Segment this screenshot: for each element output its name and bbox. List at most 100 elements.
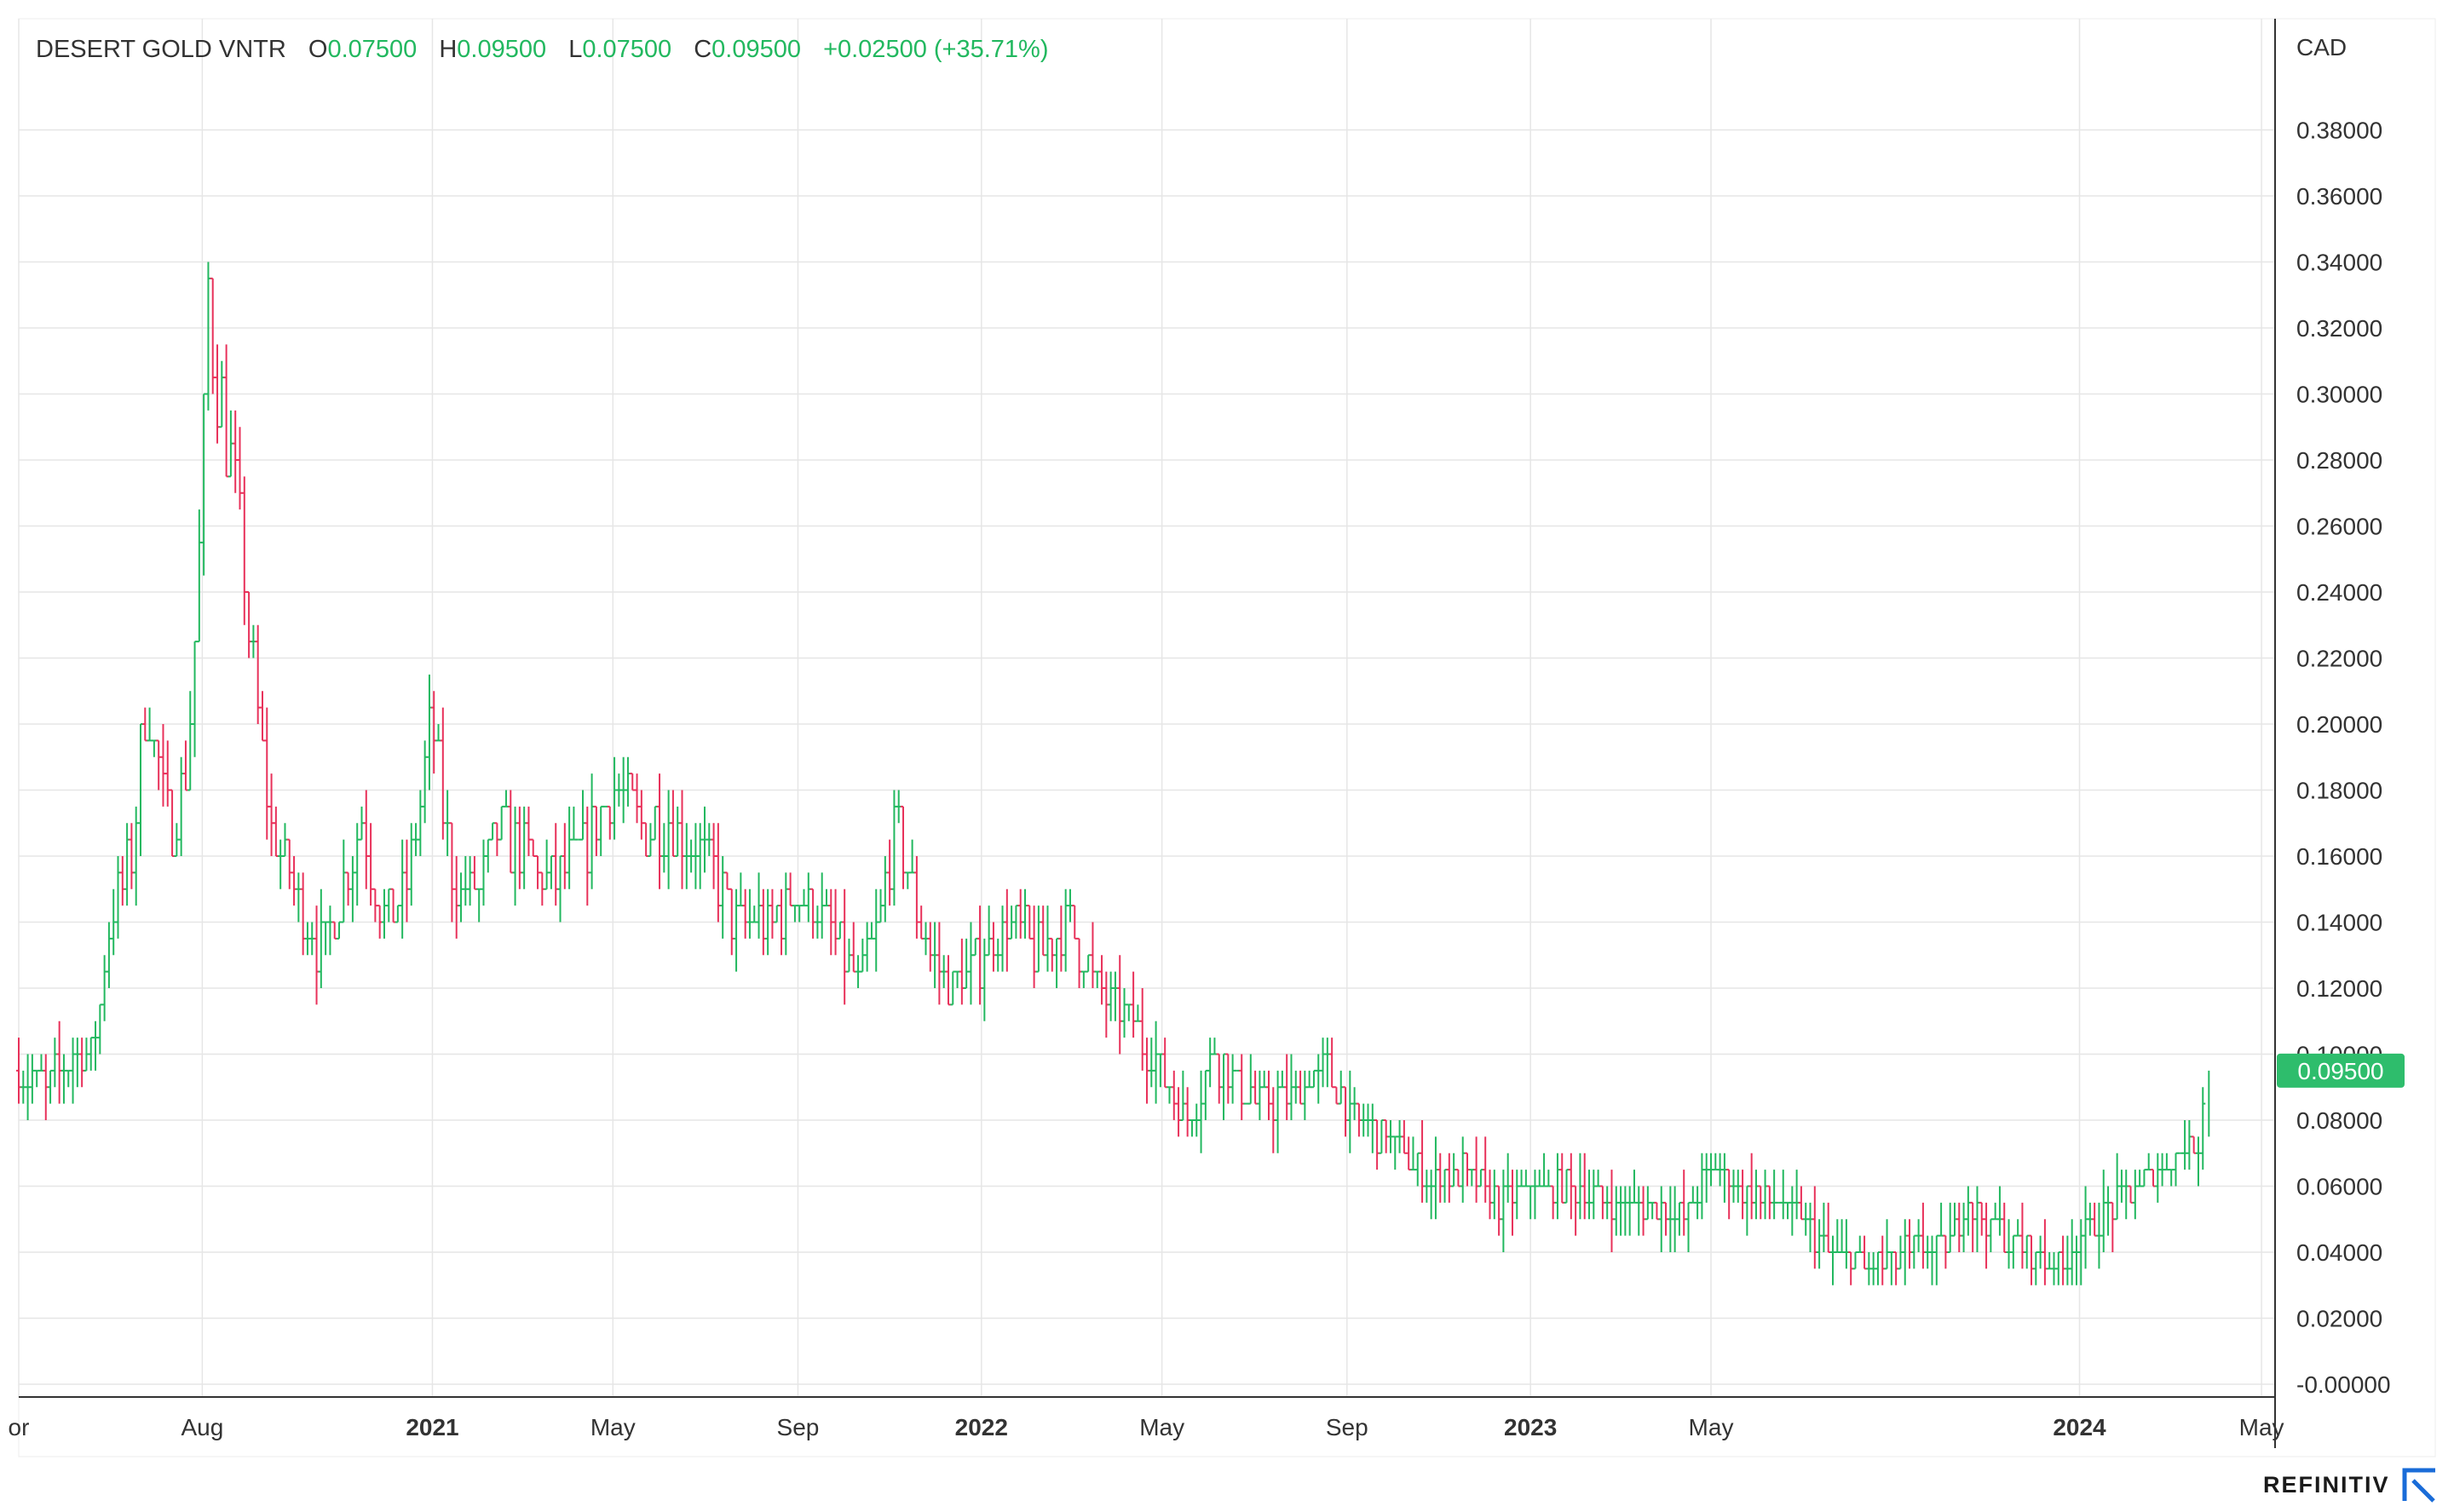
ohlc-bar <box>418 790 423 856</box>
ohlc-bar <box>1320 1038 1326 1088</box>
ohlc-bar <box>2055 1251 2061 1285</box>
ohlc-bar <box>670 790 676 857</box>
ohlc-bar <box>1103 971 1109 1038</box>
ohlc-bar <box>1361 1103 1367 1137</box>
ohlc-bar <box>400 839 406 939</box>
ohlc-bar <box>724 871 730 890</box>
ohlc-bar <box>837 921 843 940</box>
ohlc-bar <box>16 1038 21 1104</box>
ohlc-bar <box>1135 1004 1141 1022</box>
ohlc-bar <box>1789 1186 1795 1236</box>
ohlc-bar <box>1509 1170 1515 1236</box>
ohlc-bar <box>1550 1185 1556 1220</box>
symbol-name: DESERT GOLD VNTR <box>36 36 286 63</box>
ohlc-bar <box>1316 1054 1322 1104</box>
ohlc-bar <box>1622 1186 1628 1236</box>
ohlc-bar <box>395 905 400 923</box>
ohlc-bar <box>652 805 658 841</box>
y-tick-label: 0.16000 <box>2296 843 2382 870</box>
ohlc-bar <box>657 773 663 889</box>
ohlc-bar <box>124 823 130 906</box>
ohlc-bar <box>2141 1169 2147 1187</box>
ohlc-bar <box>363 790 369 889</box>
ohlc-bar <box>251 624 256 658</box>
ohlc-bar <box>1496 1185 1502 1236</box>
currency-label: CAD <box>2296 34 2347 60</box>
low-value: 0.07500 <box>582 36 672 63</box>
ohlc-bar <box>548 855 554 889</box>
ohlc-bar <box>1829 1235 1835 1285</box>
change-value: +0.02500 (+35.71%) <box>823 36 1049 63</box>
ohlc-bar <box>1996 1186 2002 1236</box>
ohlc-bar <box>1599 1185 1605 1220</box>
ohlc-bar <box>210 277 216 394</box>
ohlc-bar <box>1265 1070 1271 1120</box>
ohlc-bar <box>1907 1219 1913 1269</box>
ohlc-bar <box>1663 1201 1669 1236</box>
ohlc-bar <box>598 805 604 856</box>
ohlc-bar <box>923 922 929 956</box>
ohlc-bar <box>237 427 243 510</box>
ohlc-bar <box>445 790 451 856</box>
ohlc-bar <box>864 922 870 972</box>
ohlc-bar <box>1040 905 1046 957</box>
ohlc-bar <box>1636 1186 1642 1236</box>
ohlc-bar <box>2173 1152 2179 1187</box>
y-tick-label: 0.20000 <box>2296 711 2382 738</box>
ohlc-bar <box>1167 1086 1172 1104</box>
ohlc-bar <box>1108 971 1114 1021</box>
axes <box>19 19 2276 1448</box>
ohlc-bar <box>318 888 324 988</box>
ohlc-bar <box>1884 1219 1890 1270</box>
ohlc-bar <box>115 856 121 939</box>
ohlc-bar <box>2033 1251 2039 1285</box>
ohlc-bar <box>264 707 270 840</box>
ohlc-bar <box>282 823 288 857</box>
ohlc-bar <box>1239 1054 1245 1120</box>
x-tick-label: May <box>1689 1414 1734 1440</box>
y-tick-label: 0.12000 <box>2296 975 2382 1002</box>
ohlc-bar <box>1455 1169 1461 1187</box>
y-tick-label: 0.36000 <box>2296 183 2382 210</box>
high-value: 0.09500 <box>457 36 547 63</box>
ohlc-bar <box>1938 1202 1944 1237</box>
ohlc-bar <box>1049 937 1055 972</box>
ohlc-bar <box>1744 1185 1750 1236</box>
ohlc-bar <box>1925 1235 1931 1269</box>
ohlc-bar <box>1387 1120 1393 1153</box>
y-tick-label: 0.32000 <box>2296 315 2382 342</box>
ohlc-bar <box>1812 1186 1817 1269</box>
ohlc-bar <box>630 773 636 791</box>
ohlc-bar <box>580 790 585 841</box>
ohlc-bar <box>1022 888 1028 939</box>
ohlc-bar <box>1099 955 1105 1005</box>
ohlc-bar <box>327 905 333 956</box>
ohlc-bar <box>1045 905 1051 972</box>
ohlc-bar <box>1194 1103 1200 1137</box>
ohlc-bar <box>1713 1153 1719 1171</box>
ohlc-bar <box>620 756 626 824</box>
ohlc-bar <box>2132 1170 2138 1220</box>
ohlc-bar <box>679 790 685 889</box>
ohlc-bar <box>1915 1219 1921 1252</box>
x-tick-label: 2022 <box>955 1414 1008 1440</box>
ohlc-bar <box>1374 1119 1380 1170</box>
ohlc-bar <box>792 905 798 923</box>
refinitiv-logo-text: REFINITIV <box>2263 1472 2390 1498</box>
ohlc-bar <box>868 922 874 940</box>
ohlc-bar <box>300 872 306 956</box>
ohlc-bar <box>422 740 428 824</box>
ohlc-bar <box>1261 1070 1267 1089</box>
last-price-badge-label: 0.09500 <box>2297 1058 2383 1084</box>
ohlc-bar <box>968 922 974 1005</box>
ohlc-bar <box>1695 1186 1701 1220</box>
ohlc-bar <box>819 872 825 939</box>
ohlc-bar <box>1207 1038 1213 1088</box>
ohlc-bar <box>1334 1086 1339 1105</box>
ohlc-bar <box>1383 1119 1389 1153</box>
ohlc-bar <box>823 888 829 907</box>
ohlc-bar <box>887 839 893 906</box>
ohlc-bar <box>1086 954 1092 973</box>
ohlc-bar <box>1541 1153 1547 1187</box>
axis-labels: -0.000000.020000.040000.060000.080000.10… <box>9 34 2405 1440</box>
